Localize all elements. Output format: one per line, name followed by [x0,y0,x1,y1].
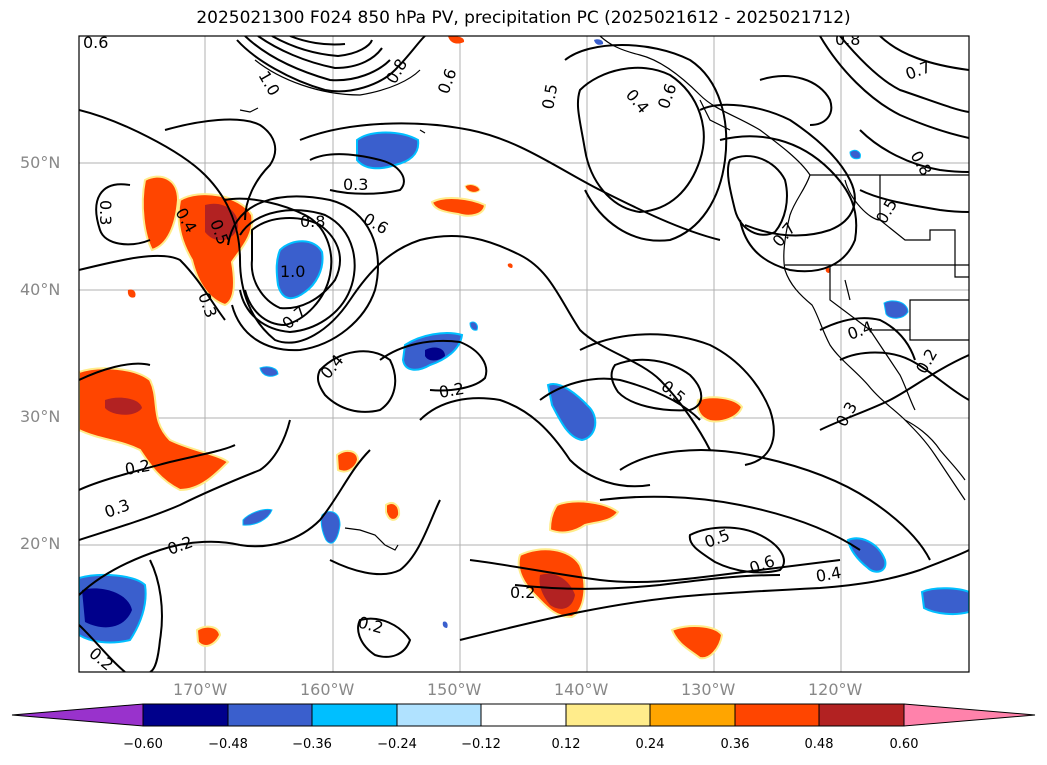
contour-label: 0.2 [437,379,465,402]
lat-label: 30°N [20,407,61,426]
contour-label: 0.8 [907,148,936,180]
contour-label: 0.5 [538,82,561,110]
lat-label: 50°N [20,153,61,172]
contour-label: 0.4 [622,85,653,117]
contour-label: 0.8 [835,30,860,49]
colorbar [11,703,1036,727]
colorbar-tick: 0.36 [720,737,750,752]
graticule [79,36,969,672]
lon-label: 130°W [681,680,736,699]
colorbar-tick: −0.36 [292,737,332,752]
contour-label: 0.3 [102,495,132,522]
contour-label: 0.5 [872,195,901,227]
lon-label: 160°W [300,680,355,699]
contour-label: 0.6 [747,551,777,578]
contour-label: 0.4 [845,317,875,344]
contour-label: 1.0 [280,262,305,281]
lat-label: 40°N [20,280,61,299]
contour-labels: 0.6 1.0 0.8 0.6 0.5 0.4 0.6 0.8 0.7 0.8 … [83,30,941,675]
pv-contours [79,36,969,672]
contour-label: 0.4 [814,563,842,586]
precip-negative-shading [79,39,969,644]
lon-label: 150°W [427,680,482,699]
lon-label: 120°W [808,680,863,699]
contour-label: 0.2 [85,644,117,675]
precip-positive-shading [79,36,830,660]
colorbar-tick: 0.24 [635,737,665,752]
contour-label: 0.6 [434,66,461,96]
map-title: 2025021300 F024 850 hPa PV, precipitatio… [196,8,851,28]
colorbar-tick: 0.48 [804,737,834,752]
colorbar-tick: 0.12 [551,737,581,752]
contour-label: 0.3 [832,398,861,430]
contour-label: 0.6 [654,81,681,111]
colorbar-tick: 0.60 [889,737,919,752]
contour-label: 0.3 [96,200,115,225]
contour-label: 0.8 [300,212,325,231]
colorbar-tick: −0.12 [461,737,501,752]
contour-label: 0.2 [356,613,386,638]
contour-label: 0.6 [360,209,392,238]
coastlines [239,36,969,551]
lon-label: 170°W [173,680,228,699]
map-frame [78,35,970,673]
lon-label: 140°W [554,680,609,699]
colorbar-tick: −0.48 [208,737,248,752]
lat-label: 20°N [20,534,61,553]
contour-label: 0.8 [382,55,411,87]
contour-label: 0.7 [769,219,800,251]
colorbar-tick: −0.60 [123,737,163,752]
contour-label: 0.2 [510,583,535,602]
contour-label: 0.2 [165,532,195,559]
contour-label: 0.3 [343,175,368,194]
contour-label: 0.2 [123,456,151,479]
contour-label: 0.6 [83,33,108,52]
colorbar-tick: −0.24 [377,737,417,752]
